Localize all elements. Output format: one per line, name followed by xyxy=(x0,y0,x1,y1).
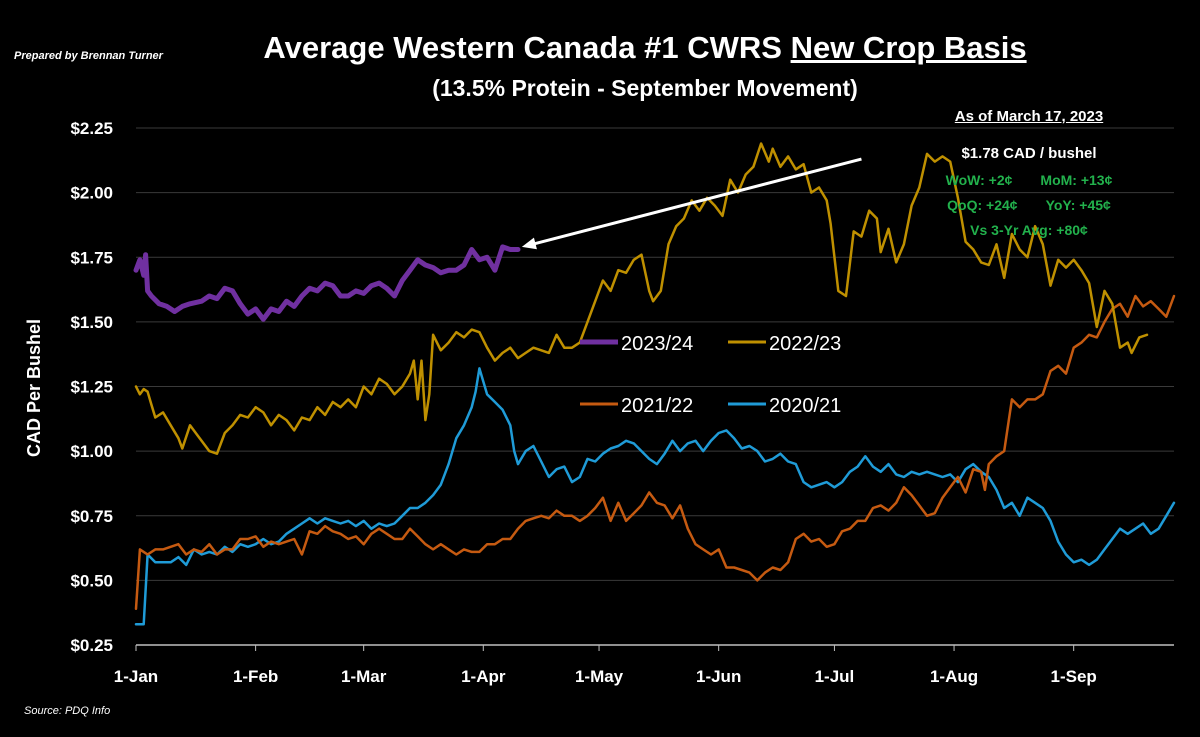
y-axis-label: CAD Per Bushel xyxy=(24,319,44,457)
legend-label: 2023/24 xyxy=(621,333,693,355)
legend: 2023/24 2022/23 2021/22 2020/21 xyxy=(580,333,841,417)
x-axis-ticks: 1-Jan 1-Feb 1-Mar 1-Apr 1-May 1-Jun 1-Jul 1-Aug… xyxy=(114,645,1097,686)
series-line-2021-22 xyxy=(134,294,1176,611)
chart-title: Average Western Canada #1 CWRS New Crop … xyxy=(0,30,1200,66)
y-tick-label: $2.00 xyxy=(70,184,113,203)
x-tick-label: 1-May xyxy=(575,667,624,686)
y-tick-label: $0.25 xyxy=(70,636,113,655)
x-tick-label: 1-Jun xyxy=(696,667,741,686)
series-lines xyxy=(133,142,1176,626)
yoy-change: YoY: +45¢ xyxy=(1045,197,1111,213)
y-tick-label: $1.50 xyxy=(70,313,113,332)
y-tick-label: $0.75 xyxy=(70,507,113,526)
x-tick-label: 1-Feb xyxy=(233,667,278,686)
vs-3yr-avg-change: Vs 3-Yr Avg: +80¢ xyxy=(970,222,1088,238)
arrow-shaft xyxy=(531,157,862,246)
series-line-2020-21 xyxy=(134,367,1176,626)
y-tick-label: $1.25 xyxy=(70,378,113,397)
mom-change: MoM: +13¢ xyxy=(1040,172,1113,188)
legend-label: 2021/22 xyxy=(621,395,693,417)
x-tick-label: 1-Jan xyxy=(114,667,158,686)
change-stats: WoW: +2¢ MoM: +13¢ QoQ: +24¢ YoY: +45¢ Vs … xyxy=(910,168,1148,243)
legend-label: 2020/21 xyxy=(769,395,841,417)
y-axis-ticks: $0.25 $0.50 $0.75 $1.00 $1.25 $1.50 $1.75 $2.00… xyxy=(70,119,113,655)
source-note: Source: PDQ Info xyxy=(24,705,111,717)
chart-title-underlined: New Crop Basis xyxy=(790,30,1027,65)
x-tick-label: 1-Sep xyxy=(1051,667,1097,686)
qoq-change: QoQ: +24¢ xyxy=(947,197,1018,213)
grid-lines xyxy=(136,127,1174,646)
y-tick-label: $1.00 xyxy=(70,442,113,461)
chart-subtitle: (13.5% Protein - September Movement) xyxy=(432,75,858,101)
y-tick-label: $1.75 xyxy=(70,248,113,267)
x-tick-label: 1-Jul xyxy=(815,667,855,686)
series-line-2022-23 xyxy=(134,142,1149,455)
y-tick-label: $0.50 xyxy=(70,571,113,590)
y-tick-label: $2.25 xyxy=(70,119,113,138)
x-tick-label: 1-Mar xyxy=(341,667,387,686)
prepared-by-credit: Prepared by Brennan Turner xyxy=(14,50,163,62)
series-line-2023-24 xyxy=(133,244,521,322)
as-of-date: As of March 17, 2023 xyxy=(954,108,1104,125)
arrow-head xyxy=(521,237,537,250)
legend-label: 2022/23 xyxy=(769,333,841,355)
wow-change: WoW: +2¢ xyxy=(945,172,1013,188)
current-price: $1.78 CAD / bushel xyxy=(961,145,1097,162)
annotation-arrow xyxy=(521,157,862,250)
stats-panel: As of March 17, 2023 $1.78 CAD / bushel … xyxy=(910,108,1148,243)
chart-title-main: Average Western Canada #1 CWRS xyxy=(263,30,791,65)
x-tick-label: 1-Aug xyxy=(930,667,978,686)
x-tick-label: 1-Apr xyxy=(461,667,506,686)
